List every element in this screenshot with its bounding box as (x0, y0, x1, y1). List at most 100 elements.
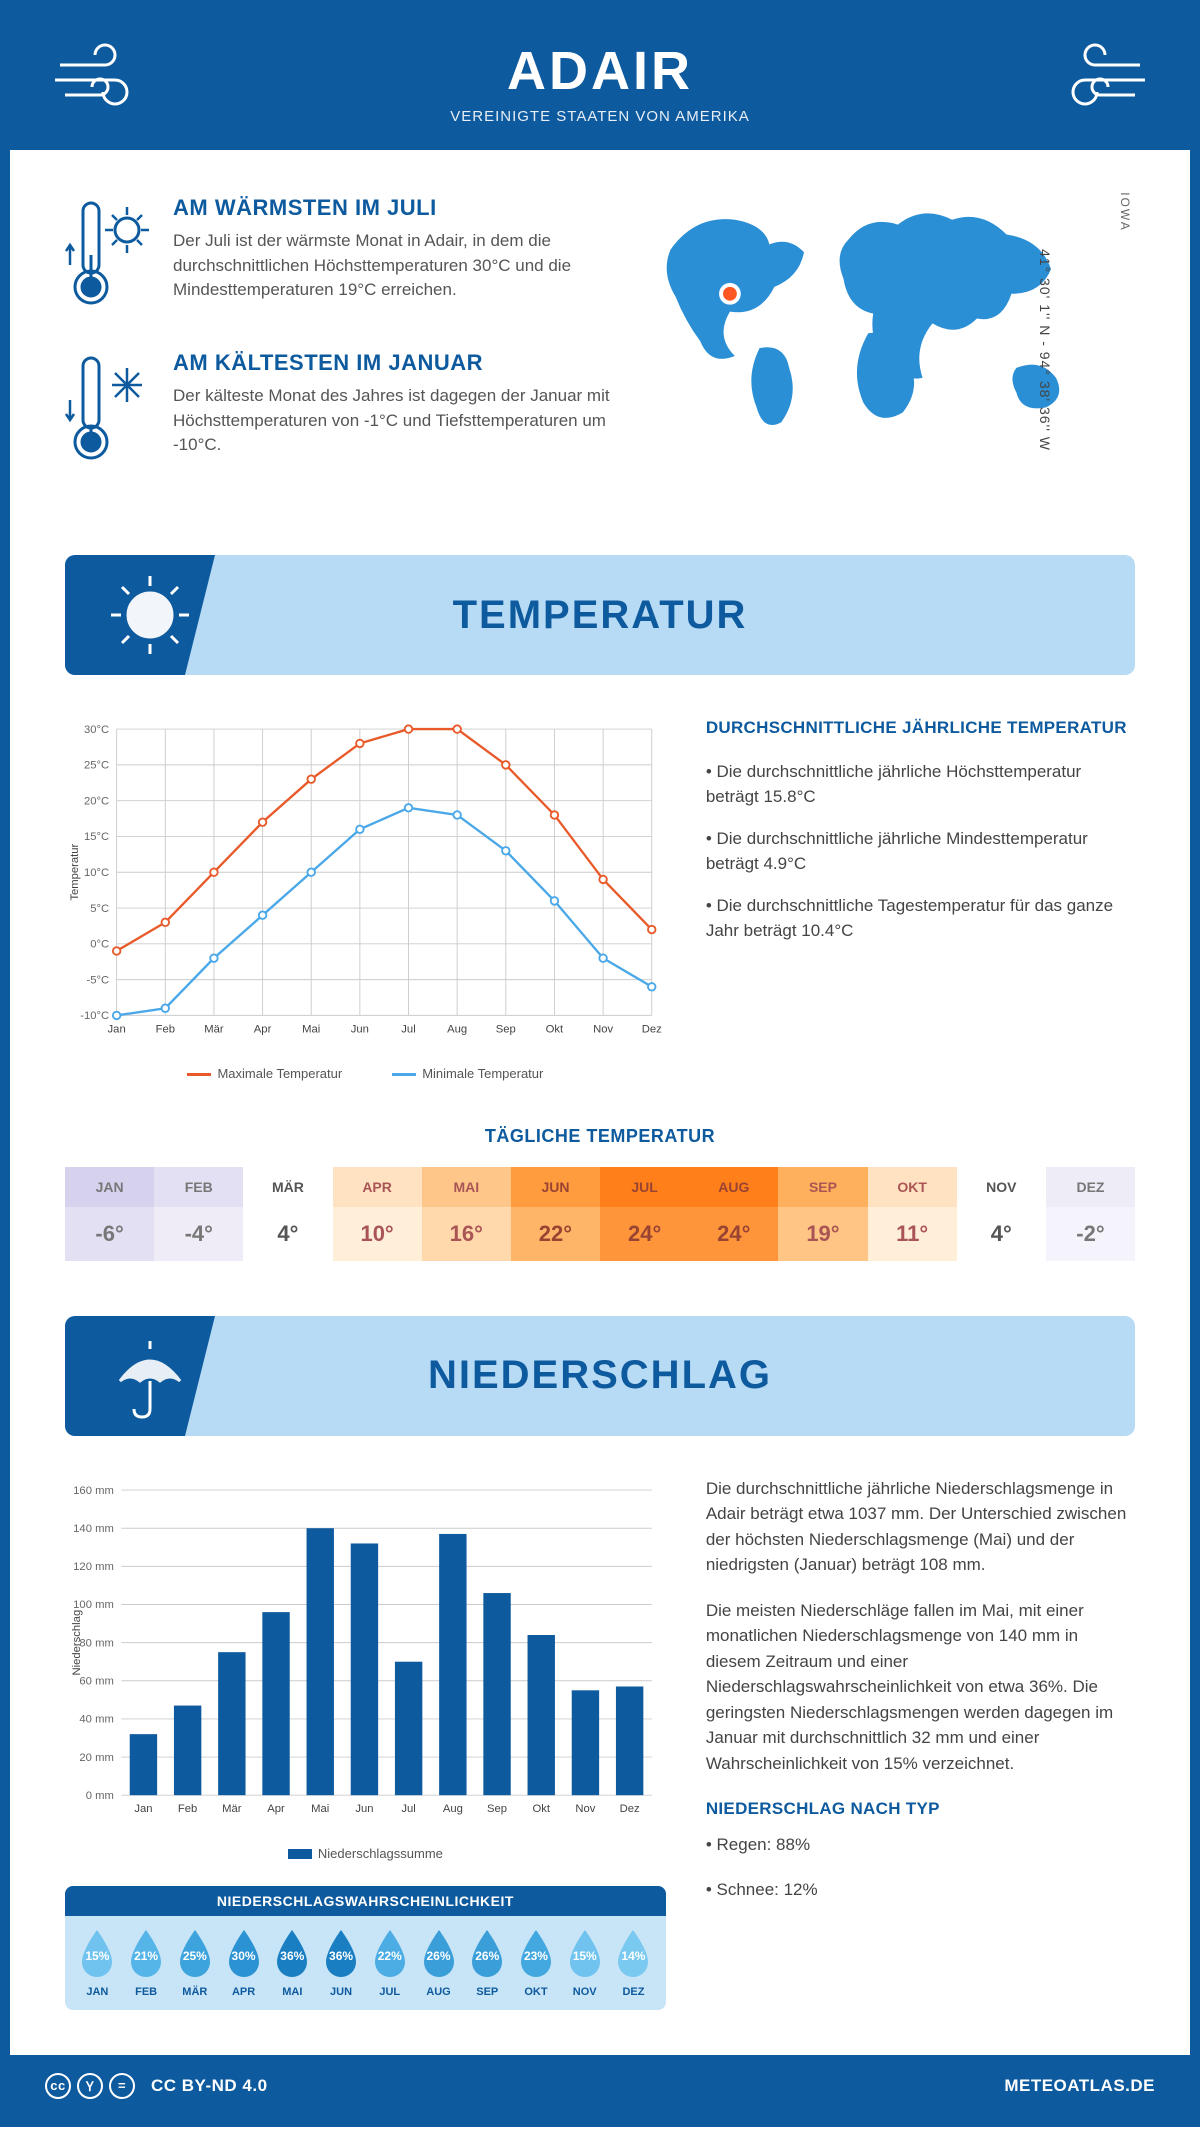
probability-box: NIEDERSCHLAGSWAHRSCHEINLICHKEIT 15% JAN … (65, 1886, 666, 2010)
world-map-icon (641, 195, 1095, 442)
probability-cell: 15% JAN (73, 1928, 122, 1998)
svg-text:140 mm: 140 mm (73, 1523, 114, 1535)
svg-text:Mai: Mai (302, 1023, 320, 1035)
temp-cell: MÄR 4° (243, 1167, 332, 1261)
precipitation-summary: Die durchschnittliche jährliche Niedersc… (706, 1476, 1135, 2010)
precipitation-left-col: 0 mm 20 mm 40 mm 60 mm 80 mm 100 mm 120 mm 140 … (65, 1476, 666, 2010)
precipitation-heading: NIEDERSCHLAG (65, 1353, 1135, 1398)
svg-text:Nov: Nov (593, 1023, 613, 1035)
temp-cell: JUL 24° (600, 1167, 689, 1261)
raindrop-icon: 26% (418, 1928, 460, 1980)
svg-text:Mai: Mai (311, 1803, 329, 1815)
precipitation-section: 0 mm 20 mm 40 mm 60 mm 80 mm 100 mm 120 mm 140 … (65, 1476, 1135, 2010)
svg-text:Jul: Jul (401, 1803, 415, 1815)
page-header: ADAIR VEREINIGTE STAATEN VON AMERIKA (10, 10, 1190, 150)
coldest-block: AM KÄLTESTEN IM JANUAR Der kälteste Mona… (65, 350, 611, 475)
temperature-heading: TEMPERATUR (65, 593, 1135, 638)
svg-text:Okt: Okt (546, 1023, 564, 1035)
svg-text:Temperatur: Temperatur (69, 844, 81, 901)
svg-text:Mär: Mär (204, 1023, 224, 1035)
svg-text:-5°C: -5°C (86, 974, 109, 986)
coldest-text: Der kälteste Monat des Jahres ist dagege… (173, 384, 611, 458)
svg-text:Jun: Jun (355, 1803, 373, 1815)
temperature-legend: Maximale Temperatur Minimale Temperatur (65, 1066, 666, 1081)
svg-text:25°C: 25°C (84, 760, 109, 772)
svg-text:100 mm: 100 mm (73, 1599, 114, 1611)
svg-text:Nov: Nov (575, 1803, 595, 1815)
svg-text:20 mm: 20 mm (79, 1752, 113, 1764)
svg-text:Apr: Apr (267, 1803, 285, 1815)
temp-cell: DEZ -2° (1046, 1167, 1135, 1261)
svg-text:5°C: 5°C (90, 903, 109, 915)
city-title: ADAIR (30, 40, 1170, 102)
probability-cell: 36% MAI (268, 1928, 317, 1998)
svg-text:Feb: Feb (178, 1803, 197, 1815)
svg-text:Feb: Feb (156, 1023, 175, 1035)
intro-text-col: AM WÄRMSTEN IM JULI Der Juli ist der wär… (65, 195, 611, 505)
probability-cell: 15% NOV (560, 1928, 609, 1998)
temp-cell: MAI 16° (422, 1167, 511, 1261)
temperature-banner: TEMPERATUR (65, 555, 1135, 675)
probability-cell: 26% SEP (463, 1928, 512, 1998)
page-root: ADAIR VEREINIGTE STAATEN VON AMERIKA AM … (0, 0, 1200, 2127)
svg-text:0 mm: 0 mm (86, 1790, 114, 1802)
raindrop-icon: 26% (466, 1928, 508, 1980)
raindrop-icon: 15% (76, 1928, 118, 1980)
temp-summary-heading: DURCHSCHNITTLICHE JÄHRLICHE TEMPERATUR (706, 715, 1135, 741)
precipitation-banner: NIEDERSCHLAG (65, 1316, 1135, 1436)
daily-temp-table: JAN -6° FEB -4° MÄR 4° APR 10° MAI 16° J… (65, 1167, 1135, 1261)
svg-text:80 mm: 80 mm (79, 1637, 113, 1649)
country-subtitle: VEREINIGTE STAATEN VON AMERIKA (30, 108, 1170, 125)
raindrop-icon: 23% (515, 1928, 557, 1980)
probability-cell: 25% MÄR (170, 1928, 219, 1998)
temperature-section: -10°C-5°C0°C5°C10°C15°C20°C25°C30°CJanFe… (65, 715, 1135, 1081)
raindrop-icon: 21% (125, 1928, 167, 1980)
probability-cell: 26% AUG (414, 1928, 463, 1998)
svg-text:Dez: Dez (642, 1023, 662, 1035)
state-label: IOWA (1118, 192, 1132, 232)
temperature-summary: DURCHSCHNITTLICHE JÄHRLICHE TEMPERATUR •… (706, 715, 1135, 1081)
raindrop-icon: 36% (271, 1928, 313, 1980)
svg-text:160 mm: 160 mm (73, 1485, 114, 1497)
temp-cell: NOV 4° (957, 1167, 1046, 1261)
sun-icon (105, 570, 195, 660)
content-area: AM WÄRMSTEN IM JULI Der Juli ist der wär… (10, 150, 1190, 2055)
svg-text:Sep: Sep (487, 1803, 507, 1815)
svg-text:Jan: Jan (134, 1803, 152, 1815)
temp-cell: AUG 24° (689, 1167, 778, 1261)
world-map-col: IOWA 41° 30' 1'' N - 94° 38' 36'' W (641, 195, 1135, 505)
precipitation-chart: 0 mm 20 mm 40 mm 60 mm 80 mm 100 mm 120 mm 140 … (65, 1476, 666, 1861)
warmest-text: Der Juli ist der wärmste Monat in Adair,… (173, 229, 611, 303)
svg-text:Jul: Jul (401, 1023, 415, 1035)
svg-text:Aug: Aug (443, 1803, 463, 1815)
svg-text:Niederschlag: Niederschlag (71, 1610, 83, 1676)
warmest-title: AM WÄRMSTEN IM JULI (173, 195, 611, 221)
svg-text:20°C: 20°C (84, 795, 109, 807)
probability-cell: 30% APR (219, 1928, 268, 1998)
raindrop-icon: 14% (612, 1928, 654, 1980)
by-icon: 𐊲 (77, 2073, 103, 2099)
probability-cell: 23% OKT (512, 1928, 561, 1998)
temp-cell: SEP 19° (778, 1167, 867, 1261)
license-block: cc 𐊲 = CC BY-ND 4.0 (45, 2073, 268, 2099)
svg-text:Aug: Aug (447, 1023, 467, 1035)
wind-icon (1050, 40, 1150, 120)
temp-cell: JUN 22° (511, 1167, 600, 1261)
temp-cell: FEB -4° (154, 1167, 243, 1261)
svg-text:60 mm: 60 mm (79, 1675, 113, 1687)
coordinates: 41° 30' 1'' N - 94° 38' 36'' W (1037, 240, 1053, 460)
nd-icon: = (109, 2073, 135, 2099)
svg-text:Sep: Sep (496, 1023, 516, 1035)
svg-text:Mär: Mär (222, 1803, 242, 1815)
license-text: CC BY-ND 4.0 (151, 2076, 268, 2096)
temp-cell: JAN -6° (65, 1167, 154, 1261)
cc-icon: cc (45, 2073, 71, 2099)
prec-type-heading: NIEDERSCHLAG NACH TYP (706, 1796, 1135, 1822)
svg-text:120 mm: 120 mm (73, 1561, 114, 1573)
svg-text:Jan: Jan (108, 1023, 126, 1035)
intro-section: AM WÄRMSTEN IM JULI Der Juli ist der wär… (65, 195, 1135, 505)
raindrop-icon: 15% (564, 1928, 606, 1980)
svg-text:-10°C: -10°C (80, 1010, 109, 1022)
svg-text:40 mm: 40 mm (79, 1714, 113, 1726)
umbrella-icon (105, 1331, 195, 1421)
